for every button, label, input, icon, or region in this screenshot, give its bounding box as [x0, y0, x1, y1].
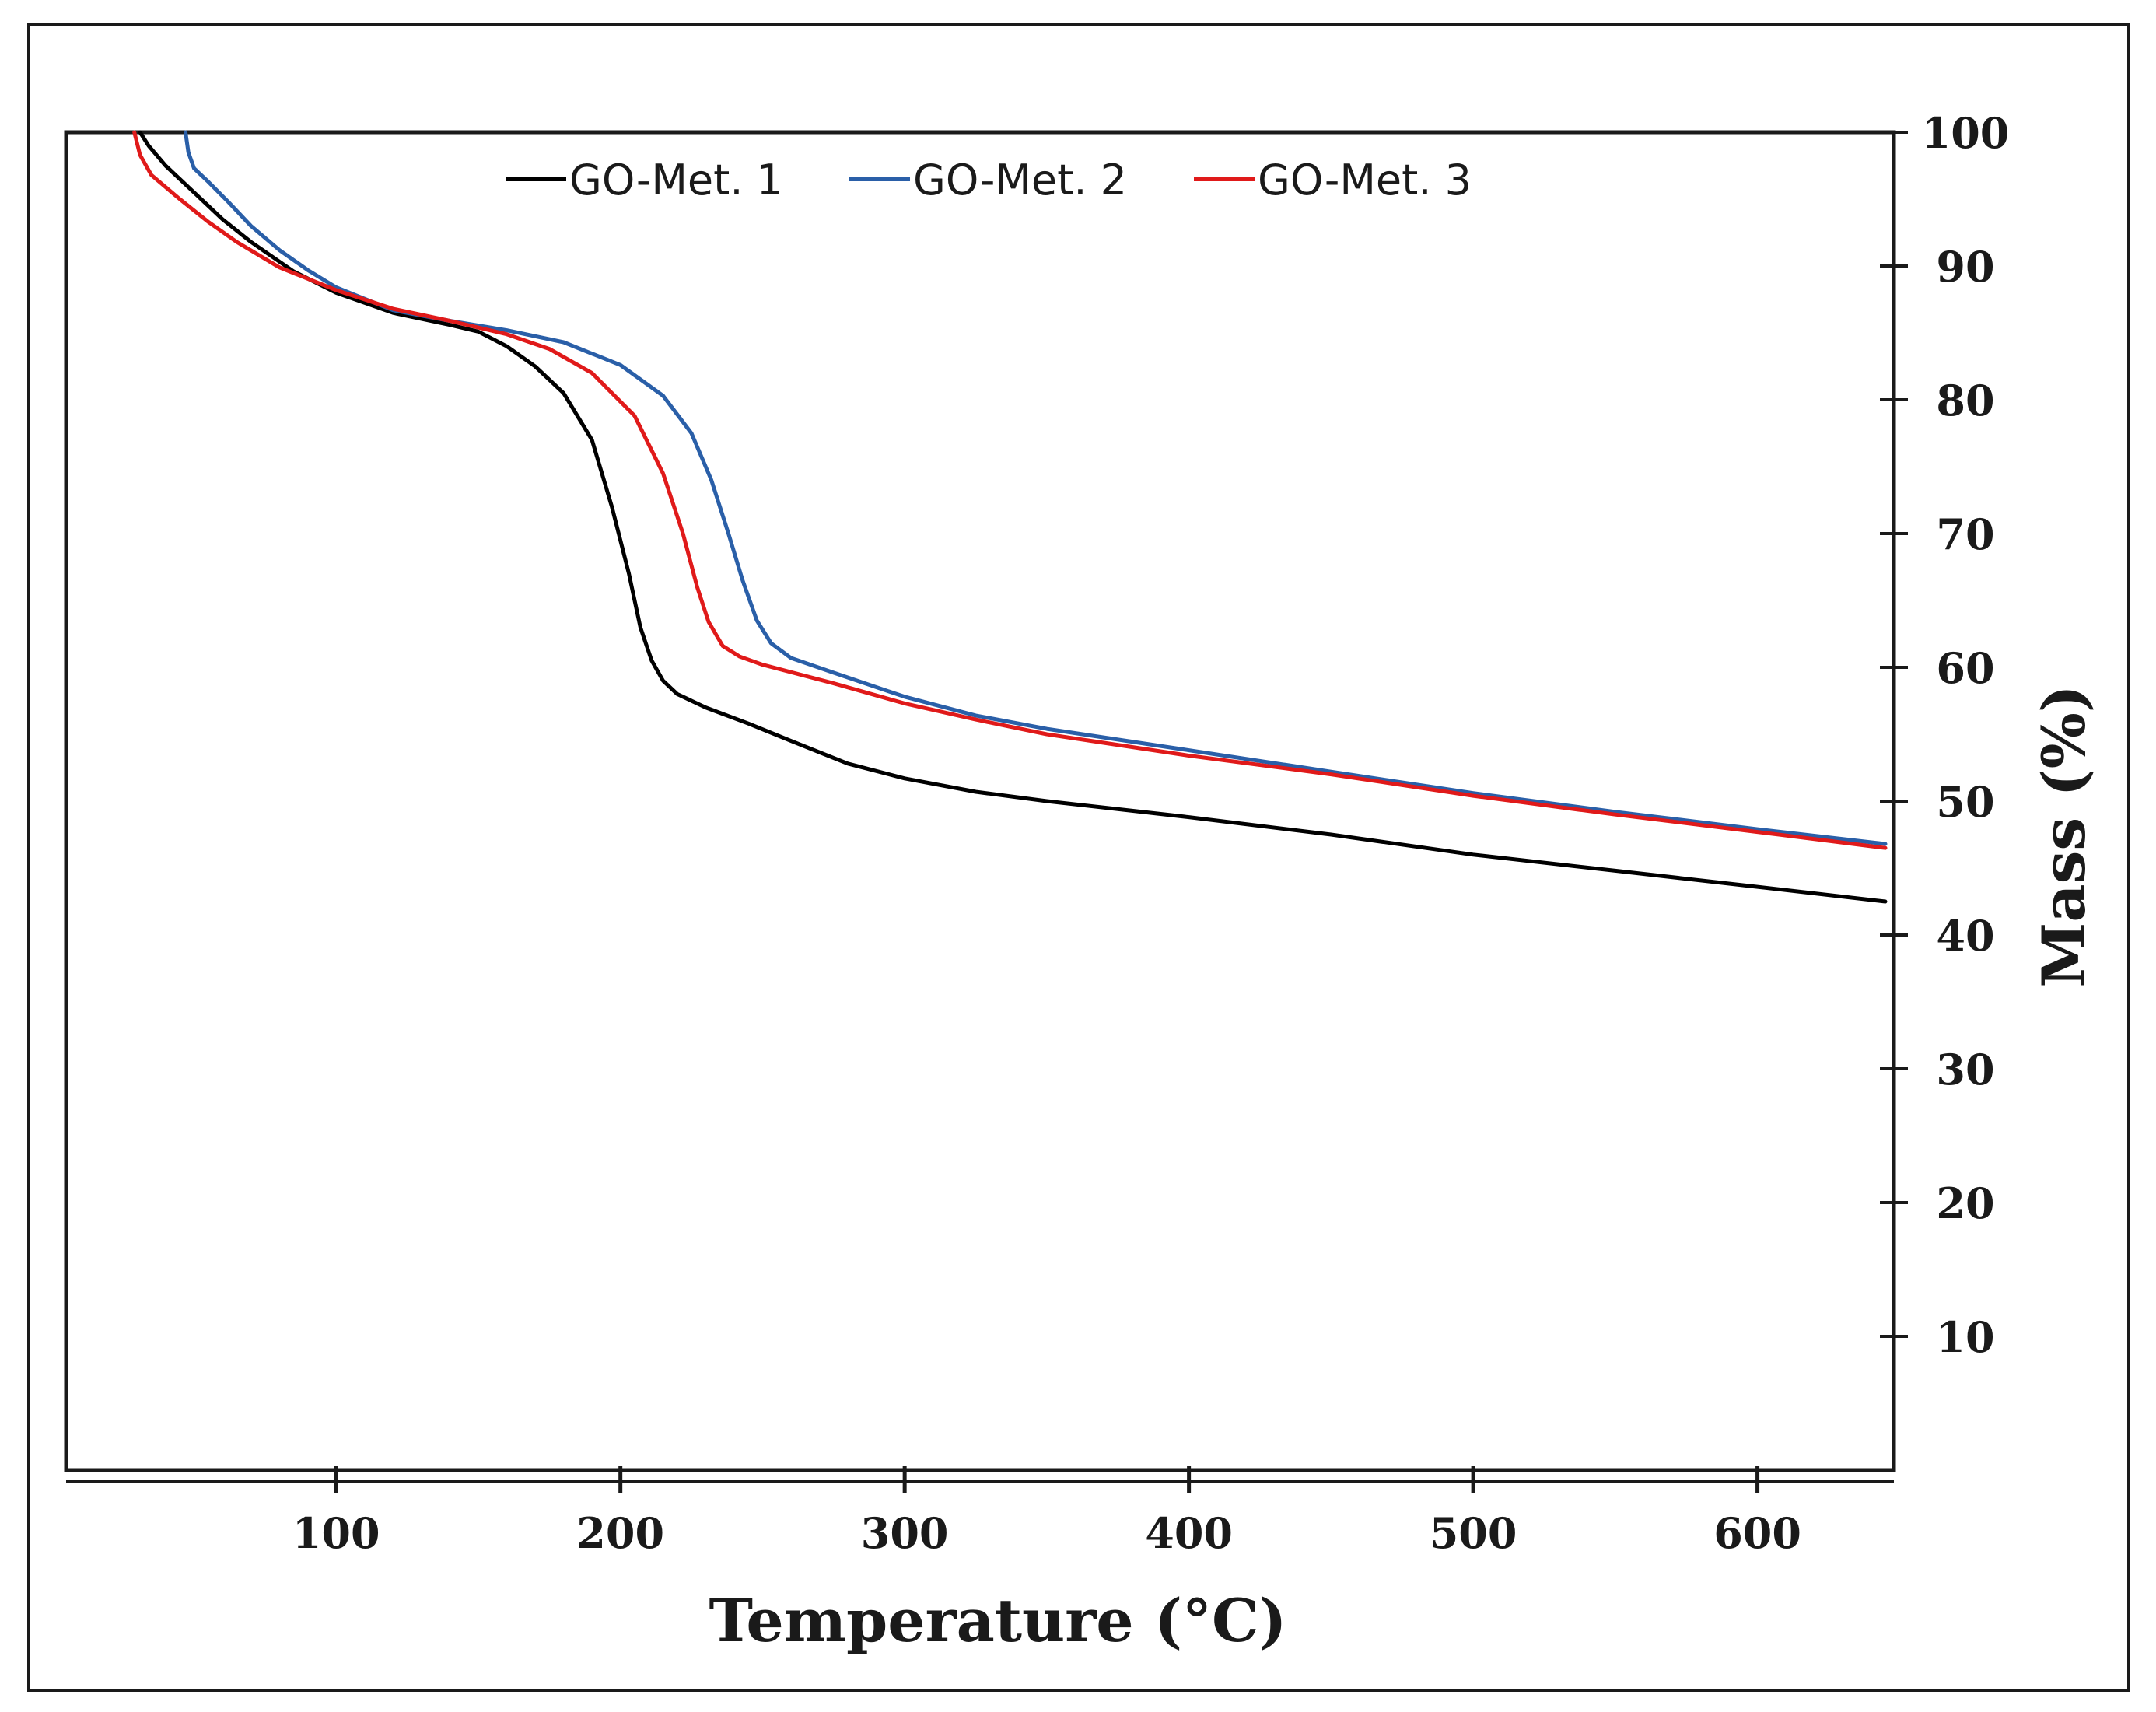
y-tick-label: 20 — [1936, 1178, 1994, 1228]
x-axis-label: Temperature (°C) — [709, 1586, 1286, 1655]
series-line-2 — [184, 130, 1888, 846]
y-tick-label: 30 — [1936, 1045, 1994, 1094]
x-tick-label: 200 — [576, 1508, 664, 1558]
y-tick-label: 70 — [1936, 509, 1994, 559]
y-tick-label: 90 — [1936, 242, 1994, 292]
series-line-1 — [138, 130, 1888, 904]
legend-label-1: GO-Met. 1 — [569, 156, 783, 205]
x-axis: 100 200 300 400 500 600 — [292, 1466, 1801, 1558]
x-tick-label: 600 — [1713, 1508, 1801, 1558]
series-line-3 — [132, 130, 1888, 850]
x-tick-label: 100 — [292, 1508, 380, 1558]
series-lines — [132, 130, 1888, 904]
y-tick-label: 40 — [1936, 911, 1994, 961]
y-tick-label: 100 — [1922, 108, 2010, 158]
legend: GO-Met. 1 GO-Met. 2 GO-Met. 3 — [506, 156, 1472, 205]
y-axis: 10 20 30 40 50 60 70 80 90 100 — [1880, 108, 2009, 1362]
x-tick-label: 300 — [861, 1508, 949, 1558]
y-tick-label: 10 — [1936, 1312, 1994, 1362]
x-tick-label: 500 — [1430, 1508, 1517, 1558]
y-tick-label: 80 — [1936, 376, 1994, 425]
figure-frame — [27, 23, 2130, 1692]
legend-label-2: GO-Met. 2 — [913, 156, 1127, 205]
y-tick-label: 60 — [1936, 643, 1994, 693]
y-tick-label: 50 — [1936, 777, 1994, 827]
legend-label-3: GO-Met. 3 — [1258, 156, 1472, 205]
y-axis-label: Mass (%) — [2029, 684, 2098, 988]
x-tick-label: 400 — [1145, 1508, 1233, 1558]
